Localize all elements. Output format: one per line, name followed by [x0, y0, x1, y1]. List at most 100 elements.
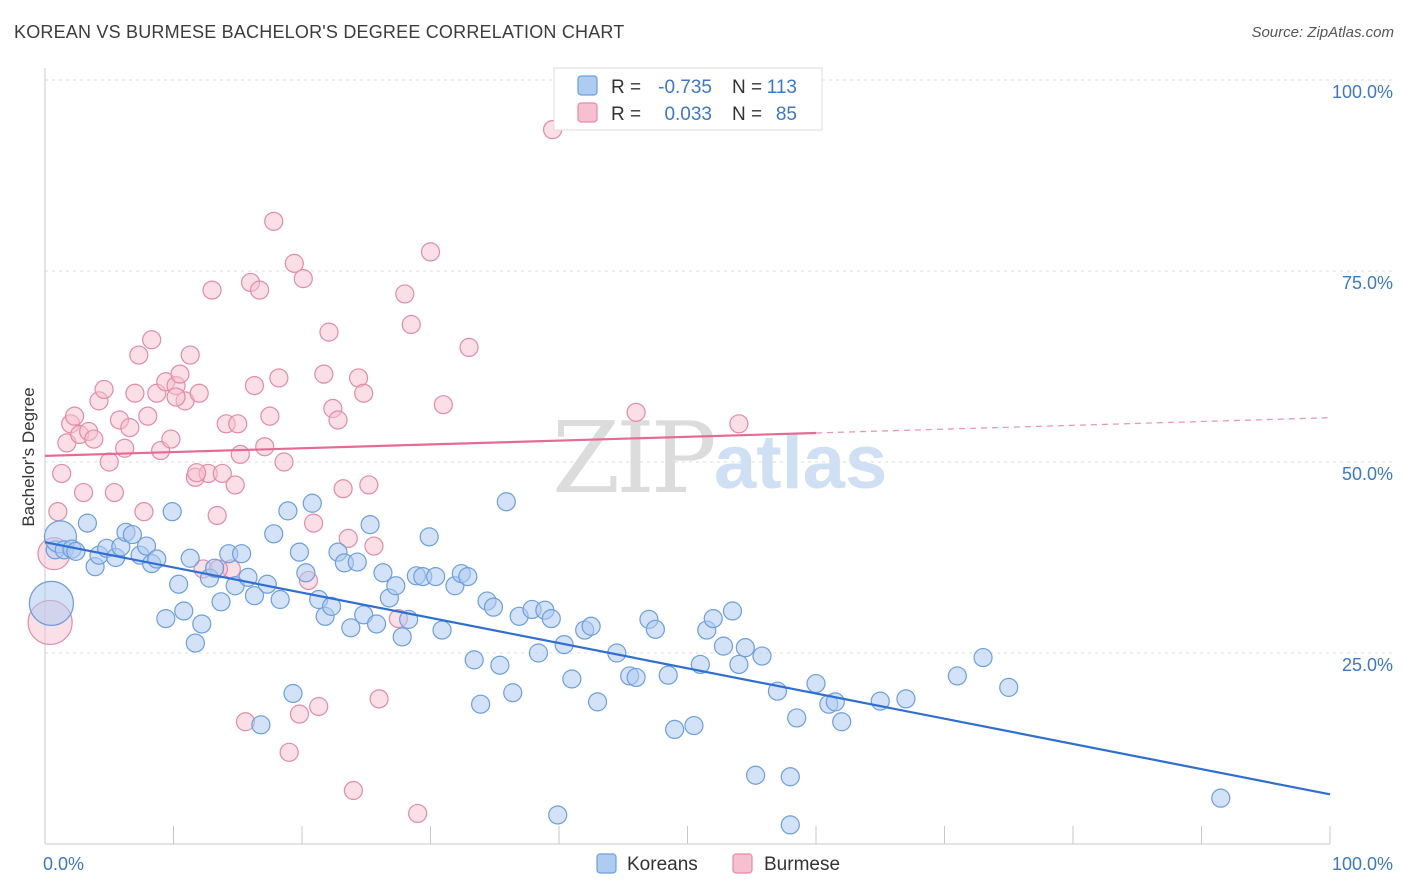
korean-point: [392, 627, 412, 647]
x-tick-labels: 0.0% 100.0%: [43, 854, 1393, 874]
burmese-point: [369, 689, 389, 709]
trendlines: [44, 417, 1331, 796]
korean-point: [136, 536, 157, 556]
y-tick-label: 75.0%: [1342, 273, 1393, 293]
burmese-point: [729, 414, 749, 434]
burmese-point: [230, 444, 250, 464]
burmese-point: [166, 387, 186, 407]
burmese-point: [120, 418, 140, 438]
korean-point: [947, 666, 967, 686]
korean-point: [780, 767, 800, 787]
burmese-point: [255, 437, 275, 457]
burmese-point: [138, 406, 158, 426]
burmese-point: [338, 528, 358, 549]
korean-point: [251, 715, 271, 735]
y-tick-labels: 100.0% 75.0% 50.0% 25.0%: [1332, 82, 1393, 675]
watermark: ZIP atlas: [552, 402, 887, 516]
korean-point: [192, 614, 212, 634]
burmese-point: [303, 513, 324, 533]
korean-point: [270, 589, 290, 610]
korean-point: [581, 616, 601, 636]
y-tick-label: 50.0%: [1342, 464, 1393, 484]
chart-title: KOREAN VS BURMESE BACHELOR'S DEGREE CORR…: [14, 22, 625, 42]
burmese-point: [433, 395, 453, 415]
burmese-point: [293, 269, 313, 289]
bottom-legend-koreans-swatch: [596, 853, 617, 874]
bottom-legend-burmese-swatch: [732, 853, 753, 874]
korean-point: [366, 614, 387, 634]
burmese-point: [343, 780, 363, 801]
korean-point: [205, 558, 225, 578]
burmese-point: [269, 368, 289, 388]
burmese-point: [104, 482, 124, 503]
korean-point: [806, 673, 826, 694]
korean-point: [503, 683, 523, 703]
burmese-point: [354, 383, 374, 403]
legend-n-value-1: 113: [767, 77, 797, 98]
burmese-trendline: [44, 431, 817, 457]
burmese-point: [161, 429, 181, 449]
korean-point: [464, 650, 484, 670]
burmese-point: [284, 253, 304, 273]
korean-point: [419, 527, 439, 547]
korean-points: [28, 492, 1231, 835]
burmese-points: [27, 120, 749, 824]
korean-point: [122, 524, 142, 545]
korean-point: [471, 694, 491, 714]
burmese-point: [84, 429, 104, 449]
legend-n-label-1: N =: [732, 77, 762, 98]
korean-point: [999, 677, 1019, 697]
korean-point: [244, 586, 265, 606]
burmese-point: [64, 406, 85, 426]
legend-n-label-2: N =: [732, 104, 762, 125]
korean-point: [684, 715, 704, 736]
koreans-trendline: [44, 541, 1331, 796]
burmese-point: [202, 280, 222, 300]
burmese-point: [180, 345, 200, 365]
burmese-point: [48, 502, 68, 522]
korean-point: [722, 601, 743, 621]
burmese-point: [459, 337, 479, 357]
burmese-point: [249, 280, 270, 300]
korean-point: [169, 574, 189, 594]
legend-r-value-1: -0.735: [658, 77, 712, 98]
korean-point: [496, 492, 516, 512]
burmese-point: [189, 383, 209, 403]
burmese-point: [125, 383, 145, 403]
korean-point: [1211, 788, 1231, 808]
korean-point: [787, 708, 807, 728]
korean-point: [562, 669, 582, 689]
korean-point: [28, 580, 75, 626]
korean-point: [302, 493, 322, 513]
korean-point: [289, 542, 310, 562]
burmese-point: [401, 314, 421, 335]
burmese-point: [129, 345, 149, 365]
legend-r-value-2: 0.033: [664, 104, 712, 125]
korean-point: [548, 805, 568, 825]
korean-point: [264, 524, 284, 544]
korean-point: [746, 765, 766, 785]
burmese-point: [279, 742, 299, 762]
korean-point: [665, 719, 685, 740]
burmese-trendline-extension: [815, 417, 1331, 434]
burmese-point: [228, 414, 248, 434]
legend-r-label-2: R =: [611, 104, 641, 125]
korean-point: [735, 638, 755, 658]
korean-point: [278, 501, 298, 521]
burmese-point: [314, 364, 334, 384]
burmese-point: [264, 211, 284, 231]
korean-point: [729, 654, 749, 675]
burmese-point: [142, 330, 162, 350]
stats-legend-box: [553, 67, 823, 131]
gridlines: [45, 79, 1392, 654]
korean-point: [752, 646, 772, 666]
burmese-point: [274, 452, 294, 472]
korean-point: [458, 566, 478, 587]
korean-point: [528, 643, 549, 663]
burmese-point: [395, 284, 415, 304]
korean-point: [283, 683, 303, 704]
korean-point: [360, 515, 380, 535]
burmese-point: [170, 364, 190, 384]
x-tick-label-start: 0.0%: [43, 854, 84, 874]
